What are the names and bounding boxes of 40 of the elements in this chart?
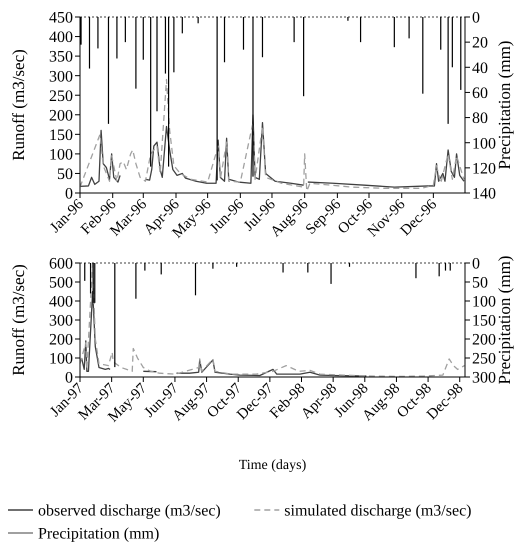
y-tick-label: 0 <box>65 370 73 387</box>
y2-tick-label: 150 <box>472 312 496 330</box>
y2-tick-label: 40 <box>472 60 488 77</box>
y-tick-label: 150 <box>49 126 73 144</box>
y-tick-label: 100 <box>49 350 73 368</box>
y2-tick-label: 250 <box>472 350 496 368</box>
y2-axis-title: Precipitation (mm) <box>495 40 514 170</box>
y-tick-label: 300 <box>49 68 73 86</box>
y2-tick-label: 120 <box>472 160 496 178</box>
y2-tick-label: 0 <box>472 256 480 273</box>
y-axis-title: Runoff (m3/sec) <box>9 264 28 376</box>
y-tick-label: 350 <box>49 48 73 66</box>
y-tick-label: 50 <box>57 166 73 184</box>
legend-label: observed discharge (m3/sec) <box>38 502 221 520</box>
y2-tick-label: 0 <box>472 10 480 27</box>
y2-tick-label: 100 <box>472 294 496 311</box>
y-tick-label: 450 <box>49 10 73 27</box>
y2-axis-title: Precipitation (mm) <box>495 256 514 384</box>
y2-tick-label: 20 <box>472 34 488 52</box>
y2-tick-label: 50 <box>472 274 488 292</box>
y2-tick-label: 80 <box>472 110 488 128</box>
y-tick-label: 100 <box>49 146 73 164</box>
legend-label: Precipitation (mm) <box>38 526 160 543</box>
y-axis-title: Runoff (m3/sec) <box>9 49 28 161</box>
y2-tick-label: 60 <box>472 85 488 102</box>
legend-label: simulated discharge (m3/sec) <box>284 502 472 520</box>
y2-tick-label: 300 <box>472 370 496 387</box>
y-tick-label: 250 <box>49 88 73 105</box>
y-tick-label: 400 <box>49 29 73 46</box>
y2-tick-label: 200 <box>472 332 496 349</box>
y-tick-label: 600 <box>49 256 73 273</box>
y2-tick-label: 100 <box>472 135 496 152</box>
y-tick-label: 200 <box>49 332 73 349</box>
y-tick-label: 0 <box>65 186 73 203</box>
y-tick-label: 500 <box>49 274 73 292</box>
y-tick-label: 300 <box>49 312 73 330</box>
y-tick-label: 400 <box>49 294 73 311</box>
y2-tick-label: 140 <box>472 186 496 203</box>
x-axis-title: Time (days) <box>238 458 307 473</box>
y-tick-label: 200 <box>49 107 73 124</box>
